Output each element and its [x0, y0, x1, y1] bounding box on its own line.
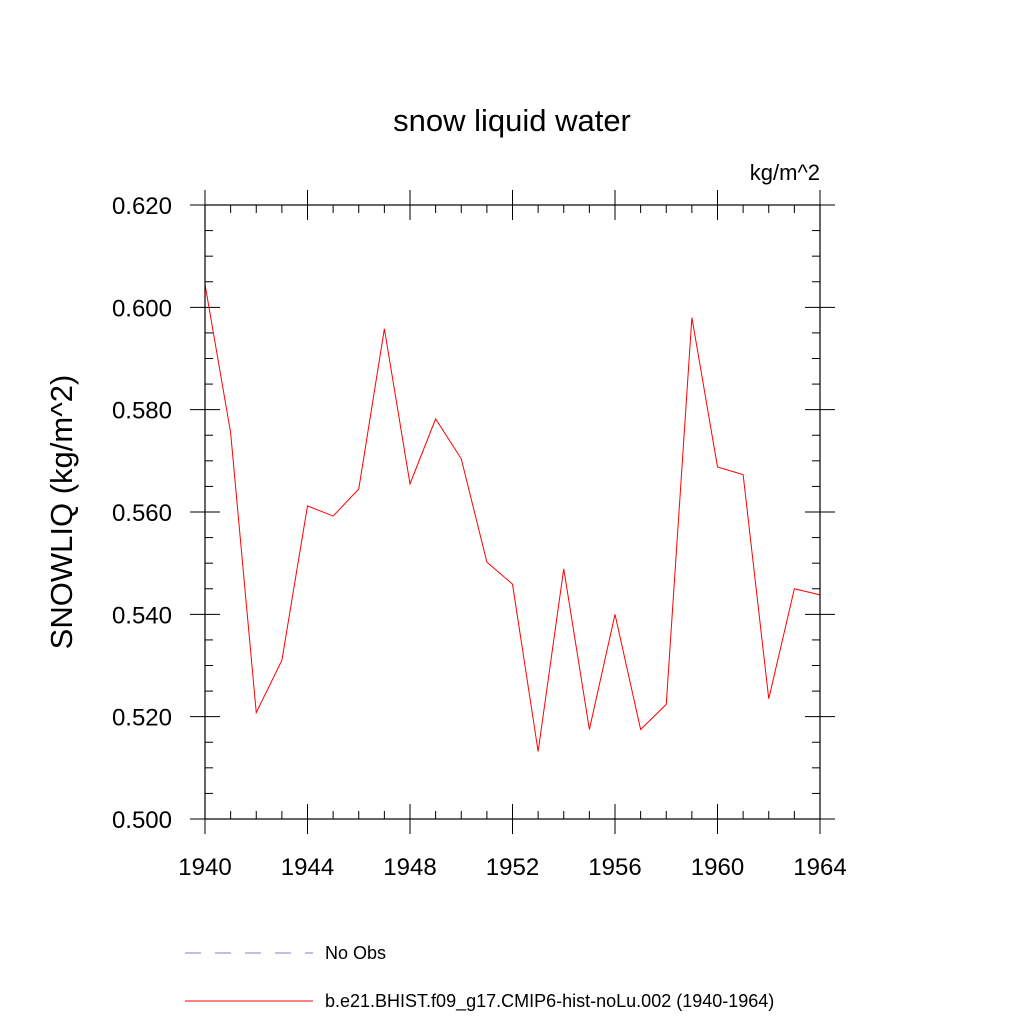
x-tick-label: 1948: [383, 854, 436, 881]
y-tick-label: 0.560: [112, 500, 172, 527]
x-tick-label: 1956: [588, 854, 641, 881]
y-tick-label: 0.500: [112, 807, 172, 834]
chart-title: snow liquid water: [393, 103, 631, 138]
y-axis-label: SNOWLIQ (kg/m^2): [44, 375, 79, 650]
units-label: kg/m^2: [750, 160, 820, 185]
y-tick-label: 0.600: [112, 295, 172, 322]
series-line-0: [204, 284, 821, 752]
legend-label-model: b.e21.BHIST.f09_g17.CMIP6-hist-noLu.002 …: [325, 991, 774, 1012]
y-tick-label: 0.520: [112, 705, 172, 732]
plot-frame: [204, 204, 821, 820]
x-tick-label: 1952: [486, 854, 539, 881]
x-tick-label: 1944: [281, 854, 334, 881]
x-tick-label: 1940: [178, 854, 231, 881]
x-tick-label: 1964: [793, 854, 846, 881]
x-tick-label: 1960: [691, 854, 744, 881]
y-tick-label: 0.620: [112, 193, 172, 220]
y-tick-label: 0.580: [112, 398, 172, 425]
y-tick-label: 0.540: [112, 602, 172, 629]
legend: No Obs b.e21.BHIST.f09_g17.CMIP6-hist-no…: [185, 943, 774, 1012]
legend-label-no-obs: No Obs: [325, 943, 386, 963]
series-lines: [204, 284, 821, 752]
tick-labels: 1940 1944 1948 1952 1956 1960 1964 0.500 0.520 0.…: [112, 193, 847, 881]
axis-ticks: [190, 190, 835, 834]
